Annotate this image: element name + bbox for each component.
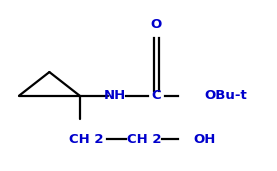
Text: O: O xyxy=(151,18,162,31)
Text: OBu-t: OBu-t xyxy=(204,89,247,102)
Text: OH: OH xyxy=(193,133,216,146)
Text: C: C xyxy=(152,89,161,102)
Text: CH 2: CH 2 xyxy=(127,133,161,146)
Text: NH: NH xyxy=(104,89,126,102)
Text: CH 2: CH 2 xyxy=(69,133,104,146)
